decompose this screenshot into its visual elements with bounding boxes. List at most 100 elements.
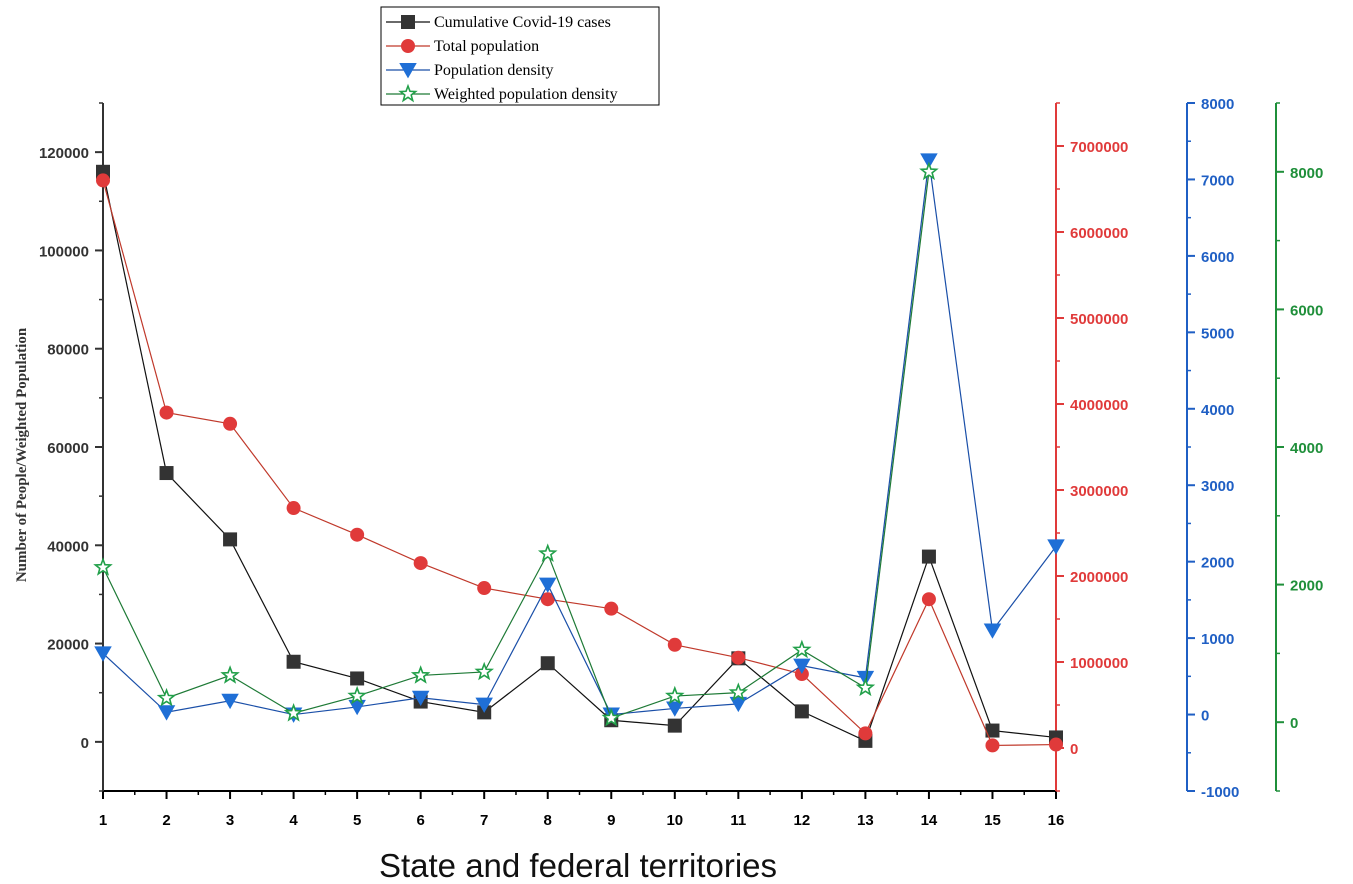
right2-tick-label: 0 <box>1201 708 1209 725</box>
data-point <box>1047 539 1065 555</box>
series-1 <box>96 173 1063 753</box>
data-point <box>729 696 748 713</box>
y-axis-label: Number of People/Weighted Population <box>14 327 30 582</box>
legend-items: Cumulative Covid-19 cases Total populatio… <box>386 14 618 103</box>
series-line <box>102 180 1057 747</box>
right1-tick-label: 6000000 <box>1070 225 1128 242</box>
data-point <box>94 646 112 662</box>
x-tick-label: 2 <box>162 812 170 829</box>
right3-tick-label: 0 <box>1290 715 1298 732</box>
series-line <box>102 171 930 719</box>
legend-marker <box>401 15 415 29</box>
legend: Cumulative Covid-19 cases Total populatio… <box>380 6 660 106</box>
data-point <box>413 556 428 571</box>
legend-box <box>380 6 660 106</box>
data-point <box>93 557 113 576</box>
x-axis-label: State and federal territories <box>379 847 777 884</box>
data-point <box>1049 737 1063 752</box>
data-point <box>157 705 176 721</box>
data-point <box>477 581 492 596</box>
x-tick-label: 15 <box>984 812 1001 829</box>
data-point <box>286 501 301 516</box>
x-tick-label: 3 <box>226 812 234 829</box>
x-tick-label: 14 <box>921 812 938 829</box>
right3-tick-label: 2000 <box>1290 578 1323 595</box>
data-point <box>348 699 366 716</box>
data-point <box>159 466 174 481</box>
x-tick-label: 13 <box>857 812 874 829</box>
right2-tick-label: 8000 <box>1201 96 1234 113</box>
data-point <box>855 677 876 697</box>
left-tick-label: 0 <box>81 735 89 752</box>
right3-tick-label: 4000 <box>1290 440 1323 457</box>
data-point <box>666 701 684 717</box>
data-point <box>794 704 809 719</box>
right1-tick-label: 7000000 <box>1070 139 1128 156</box>
data-point <box>350 527 365 542</box>
data-point <box>921 549 936 564</box>
data-point <box>731 650 746 665</box>
data-point <box>540 656 555 671</box>
legend-item: Total population <box>386 38 539 55</box>
x-tick-label: 5 <box>353 812 361 829</box>
right1-tick-label: 2000000 <box>1070 569 1128 586</box>
legend-marker <box>398 83 418 103</box>
data-point <box>286 654 301 669</box>
legend-label: Cumulative Covid-19 cases <box>434 14 611 31</box>
right2-tick-label: 4000 <box>1201 402 1234 419</box>
x-tick-label: 9 <box>607 812 615 829</box>
x-tick-label: 1 <box>99 812 107 829</box>
data-point <box>537 543 558 562</box>
data-point <box>919 161 939 181</box>
data-point <box>223 532 238 547</box>
data-point <box>921 592 936 607</box>
right2-tick-label: 1000 <box>1201 631 1234 648</box>
data-point <box>221 693 239 710</box>
right3-tick-label: 8000 <box>1290 165 1323 182</box>
left-tick-label: 100000 <box>39 243 89 260</box>
right1-tick-label: 5000000 <box>1070 311 1128 328</box>
data-point <box>983 623 1002 639</box>
data-point <box>350 671 365 686</box>
data-point <box>667 637 682 652</box>
data-point <box>858 726 873 741</box>
data-point <box>475 697 493 713</box>
x-tick-label: 8 <box>544 812 552 829</box>
x-tick-label: 12 <box>794 812 811 829</box>
data-point <box>604 601 619 616</box>
x-tick-label: 16 <box>1048 812 1065 829</box>
data-point <box>410 665 431 684</box>
right2-tick-label: 7000 <box>1201 172 1234 189</box>
data-point <box>538 577 557 593</box>
right1-tick-label: 3000000 <box>1070 483 1128 500</box>
x-tick-label: 7 <box>480 812 488 829</box>
legend-item: Population density <box>386 62 554 79</box>
data-point <box>411 690 430 707</box>
data-point <box>794 667 809 682</box>
right2-tick-label: -1000 <box>1201 784 1239 801</box>
data-point <box>540 592 555 607</box>
data-point <box>223 416 238 431</box>
right3-tick-label: 6000 <box>1290 302 1323 319</box>
data-point <box>601 707 622 727</box>
right2-tick-label: 5000 <box>1201 325 1234 342</box>
series-layer <box>93 153 1065 753</box>
data-point <box>220 665 240 684</box>
data-point <box>985 738 1000 753</box>
right2-tick-label: 2000 <box>1201 555 1234 572</box>
x-tick-label: 4 <box>289 812 298 829</box>
series-line <box>102 160 1057 716</box>
right1-tick-label: 4000000 <box>1070 397 1128 414</box>
data-point <box>665 685 685 705</box>
left-tick-label: 20000 <box>47 637 89 654</box>
data-point <box>792 639 812 659</box>
right1-tick-label: 1000000 <box>1070 655 1128 672</box>
data-point <box>667 718 682 733</box>
legend-item: Weighted population density <box>386 83 618 103</box>
axes-layer: 1 2 3 4 5 6 7 8 9 10 11 12 13 14 15 1602000040000600008… <box>39 96 1323 829</box>
data-point <box>283 702 304 722</box>
data-point <box>793 658 811 674</box>
data-point <box>96 173 110 188</box>
data-point <box>159 405 174 420</box>
left-tick-label: 80000 <box>47 342 89 359</box>
